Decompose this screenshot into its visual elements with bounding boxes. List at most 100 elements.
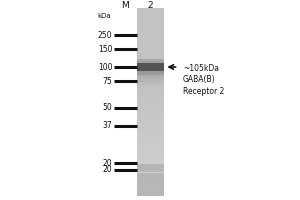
Bar (136, 49, 164, 50)
Bar (136, 80, 164, 82)
Bar (136, 66, 164, 68)
Bar (136, 77, 164, 79)
Bar (136, 149, 164, 151)
Bar (136, 17, 164, 19)
Bar (136, 191, 164, 193)
Bar (136, 171, 164, 172)
Bar (136, 133, 164, 135)
Bar (136, 185, 164, 187)
Bar (136, 122, 164, 124)
Bar (136, 83, 164, 85)
Text: 20: 20 (103, 166, 112, 174)
Bar (136, 113, 164, 115)
Bar (136, 124, 164, 126)
Bar (136, 154, 164, 155)
Bar (136, 57, 164, 58)
Bar (136, 96, 164, 97)
Bar (136, 158, 164, 160)
Bar (136, 94, 164, 96)
Bar (136, 41, 164, 42)
Bar (136, 36, 164, 38)
Bar (136, 68, 164, 69)
Text: M: M (121, 0, 128, 9)
Bar (136, 129, 164, 130)
Bar (136, 82, 164, 83)
Bar (136, 58, 164, 60)
Bar (136, 108, 164, 110)
Bar (136, 61, 164, 63)
Bar (136, 164, 164, 196)
Bar (136, 102, 164, 104)
Bar (136, 107, 164, 108)
Text: 2: 2 (147, 0, 153, 9)
Bar (136, 69, 164, 71)
Bar (136, 132, 164, 133)
Text: 75: 75 (103, 76, 112, 86)
Bar (136, 100, 164, 102)
Bar (136, 115, 164, 116)
Bar (136, 99, 164, 100)
Bar (136, 166, 164, 168)
Bar (136, 104, 164, 105)
Bar (136, 110, 164, 111)
Bar (136, 38, 164, 39)
Bar (136, 28, 164, 30)
Bar (136, 97, 164, 99)
Bar (136, 16, 164, 17)
Bar (136, 127, 164, 129)
Bar (136, 50, 164, 52)
Bar (136, 119, 164, 121)
Bar (136, 187, 164, 188)
Bar (136, 146, 164, 147)
Bar (136, 25, 164, 27)
Bar (136, 53, 164, 55)
Bar (136, 59, 164, 75)
Bar (136, 193, 164, 194)
Bar (136, 172, 164, 174)
Bar (136, 176, 164, 177)
Bar (136, 151, 164, 152)
Text: 20: 20 (103, 158, 112, 168)
Bar (136, 180, 164, 182)
Bar (136, 71, 164, 72)
Text: ~105kDa
GABA(B)
Receptor 2: ~105kDa GABA(B) Receptor 2 (183, 64, 224, 96)
Bar (136, 121, 164, 122)
Bar (136, 105, 164, 107)
Bar (136, 138, 164, 140)
Bar (136, 47, 164, 49)
Bar (136, 126, 164, 127)
Bar (136, 88, 164, 89)
Bar (136, 46, 164, 47)
Bar (136, 118, 164, 119)
Text: 37: 37 (103, 121, 112, 130)
Bar (136, 165, 164, 166)
Bar (136, 44, 164, 46)
Bar (136, 130, 164, 132)
Bar (136, 135, 164, 136)
Bar (136, 91, 164, 93)
Bar (136, 157, 164, 158)
Bar (136, 93, 164, 94)
Bar (136, 163, 164, 165)
Bar (136, 13, 164, 14)
Bar (136, 33, 164, 35)
Bar (136, 179, 164, 180)
Bar (136, 64, 164, 66)
Bar (136, 63, 164, 71)
Bar (136, 78, 164, 80)
Bar (136, 86, 164, 88)
Bar (136, 182, 164, 183)
Bar (136, 136, 164, 138)
Bar (136, 152, 164, 154)
Bar (136, 147, 164, 149)
Bar (136, 21, 164, 22)
Bar (136, 27, 164, 28)
Bar (136, 60, 164, 61)
Bar (136, 168, 164, 169)
Bar (136, 160, 164, 162)
Text: kDa: kDa (98, 13, 111, 19)
Bar (136, 190, 164, 191)
Bar (136, 155, 164, 157)
Bar (136, 169, 164, 171)
Bar (136, 188, 164, 190)
